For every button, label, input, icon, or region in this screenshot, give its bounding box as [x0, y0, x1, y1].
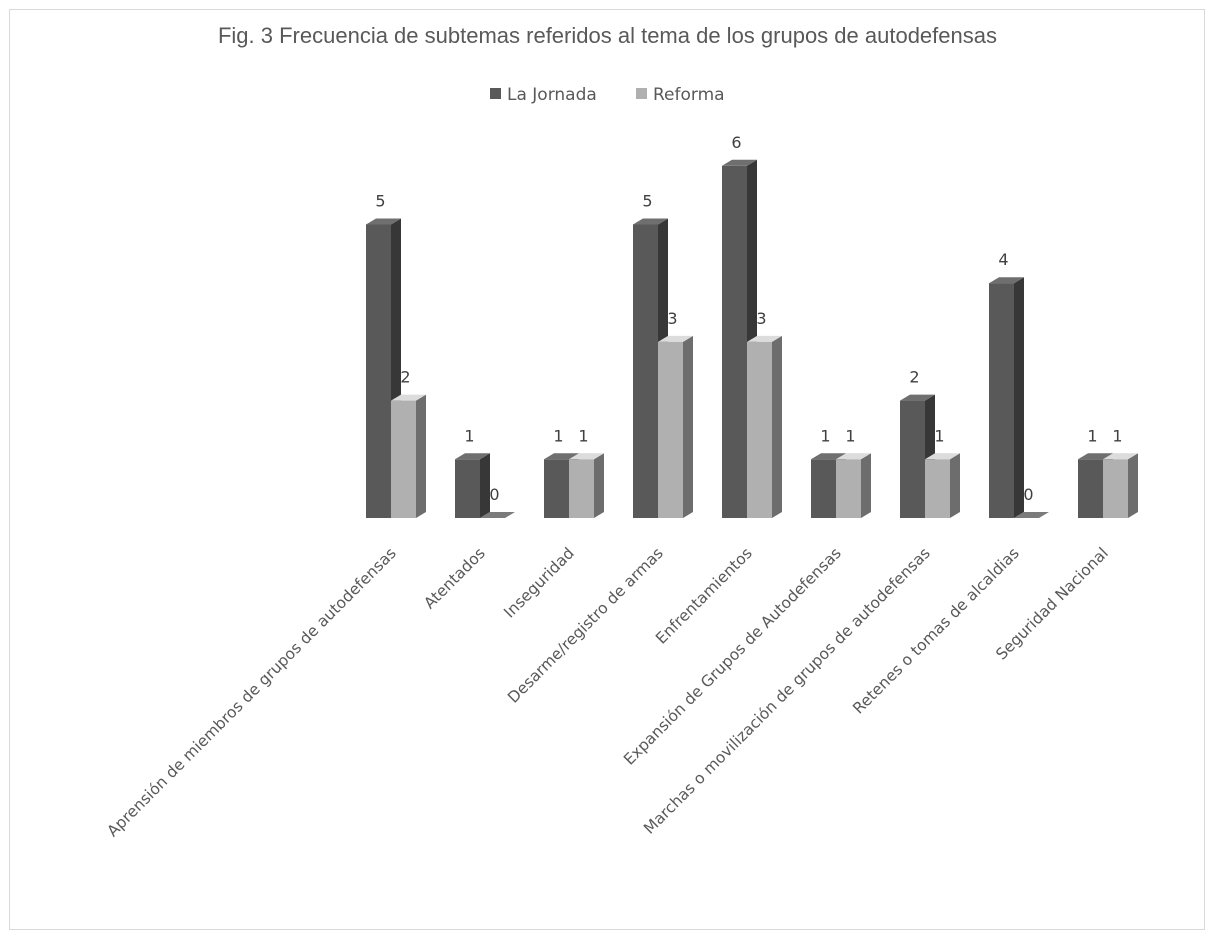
data-label: 6: [731, 133, 741, 152]
bar-la-jornada-top: [811, 453, 846, 460]
data-label: 5: [642, 192, 652, 211]
bar-la-jornada-top: [544, 453, 579, 460]
data-label: 2: [400, 368, 410, 387]
bar-reforma-side: [1128, 453, 1138, 518]
data-label: 4: [998, 250, 1008, 269]
data-label: 1: [845, 426, 855, 445]
bar-reforma-side: [594, 453, 604, 518]
bar-la-jornada-top: [633, 218, 668, 225]
data-label: 1: [1087, 426, 1097, 445]
x-tick-label: Enfrentamientos: [652, 544, 756, 648]
bar-reforma: [925, 459, 950, 518]
bar-reforma: [1103, 459, 1128, 518]
bar-la-jornada: [811, 459, 836, 518]
bar-reforma: [658, 341, 683, 518]
legend-swatch-la-jornada: [490, 88, 501, 99]
bar-la-jornada: [366, 224, 391, 518]
bar-reforma-top: [747, 335, 782, 342]
data-label: 3: [667, 309, 677, 328]
data-label: 1: [1112, 426, 1122, 445]
bar-reforma-side: [861, 453, 871, 518]
bar-la-jornada-side: [480, 453, 490, 518]
x-tick-label: Aprensión de miembros de grupos de autod…: [104, 544, 400, 840]
data-label: 1: [934, 426, 944, 445]
x-tick-label: Desarme/registro de armas: [504, 544, 667, 707]
bar-reforma: [391, 400, 416, 518]
bar-la-jornada-top: [989, 277, 1024, 284]
legend-label: Reforma: [653, 85, 725, 105]
data-label: 5: [375, 192, 385, 211]
bar-reforma: [747, 341, 772, 518]
bar-reforma-top: [569, 453, 604, 460]
data-label: 3: [756, 309, 766, 328]
bar-reforma: [1014, 512, 1049, 518]
bar-la-jornada: [900, 400, 925, 518]
bar-reforma-side: [683, 335, 693, 518]
x-tick-label: Inseguridad: [500, 544, 577, 621]
legend-label: La Jornada: [507, 85, 597, 105]
bar-la-jornada-top: [722, 159, 757, 166]
data-label: 2: [909, 368, 919, 387]
data-label: 1: [820, 426, 830, 445]
bar-la-jornada-top: [366, 218, 401, 225]
bar-la-jornada: [722, 165, 747, 519]
legend-swatch-reforma: [636, 88, 647, 99]
data-label: 1: [578, 426, 588, 445]
data-label: 0: [1023, 485, 1033, 504]
bar-reforma: [569, 459, 594, 518]
bar-la-jornada: [1078, 459, 1103, 518]
bar-reforma-side: [950, 453, 960, 518]
chart-title: Fig. 3 Frecuencia de subtemas referidos …: [217, 23, 997, 48]
bar-la-jornada-top: [1078, 453, 1113, 460]
bar-reforma-side: [772, 335, 782, 518]
bar-reforma: [480, 512, 515, 518]
bar-la-jornada-top: [900, 394, 935, 401]
bar-reforma-top: [391, 394, 426, 401]
bar-reforma: [836, 459, 861, 518]
bar-reforma-top: [1103, 453, 1138, 460]
data-label: 0: [489, 485, 499, 504]
bar-la-jornada: [455, 459, 480, 518]
bar-reforma-top: [836, 453, 871, 460]
bar-reforma-top: [925, 453, 960, 460]
bar-la-jornada: [989, 283, 1014, 518]
bar-reforma-top: [658, 335, 693, 342]
bar-reforma-side: [416, 394, 426, 518]
x-tick-label: Atentados: [420, 544, 488, 612]
bar-la-jornada: [633, 224, 658, 518]
bar-la-jornada-side: [1014, 277, 1024, 518]
bar-la-jornada-top: [455, 453, 490, 460]
data-label: 1: [553, 426, 563, 445]
x-tick-label: Retenes o tomas de alcaldias: [849, 544, 1022, 717]
bar-la-jornada: [544, 459, 569, 518]
data-label: 1: [464, 426, 474, 445]
